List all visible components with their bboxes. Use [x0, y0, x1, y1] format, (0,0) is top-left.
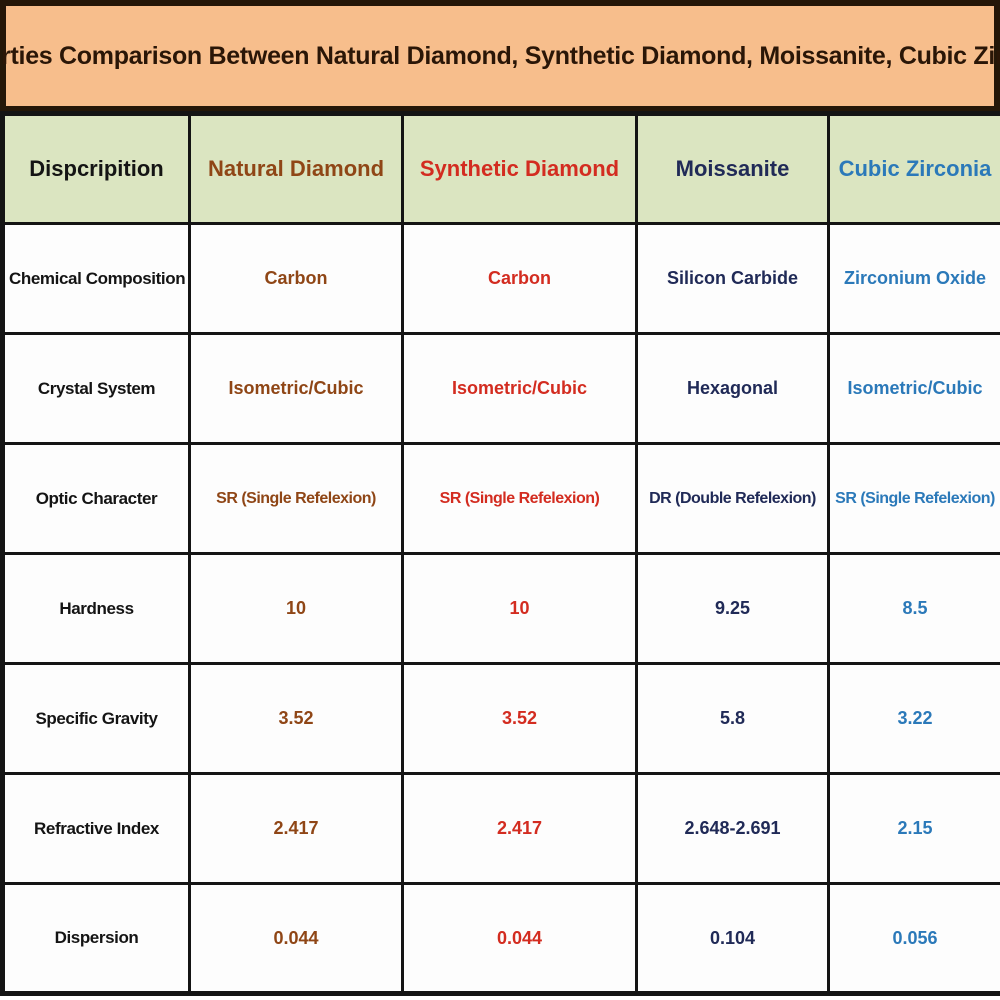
table-row-hardness: Hardness 10 10 9.25 8.5: [1, 552, 1000, 665]
value-cell: Isometric/Cubic: [188, 332, 404, 445]
value-cell: Carbon: [401, 222, 638, 335]
value-cell: 0.056: [827, 882, 1000, 995]
table-row-specific-gravity: Specific Gravity 3.52 3.52 5.8 3.22: [1, 662, 1000, 775]
value-cell: 0.104: [635, 882, 830, 995]
value-cell: 0.044: [188, 882, 404, 995]
value-cell: 2.417: [401, 772, 638, 885]
property-label-cell: Chemical Composition: [1, 222, 191, 335]
value-cell: Carbon: [188, 222, 404, 335]
properties-comparison-table: Dispcripition Natural Diamond Synthetic …: [0, 111, 1000, 996]
value-cell: 2.648-2.691: [635, 772, 830, 885]
value-cell: SR (Single Refelexion): [188, 442, 404, 555]
value-cell: Isometric/Cubic: [401, 332, 638, 445]
column-header-moissanite: Moissanite: [635, 112, 830, 225]
title-banner: Properties Comparison Between Natural Di…: [0, 0, 1000, 111]
property-label-cell: Crystal System: [1, 332, 191, 445]
value-cell: 10: [401, 552, 638, 665]
property-label-cell: Hardness: [1, 552, 191, 665]
header-row: Dispcripition Natural Diamond Synthetic …: [1, 112, 1000, 225]
value-cell: 2.15: [827, 772, 1000, 885]
value-cell: 0.044: [401, 882, 638, 995]
property-label-cell: Optic Character: [1, 442, 191, 555]
column-header-cubic-zirconia: Cubic Zirconia: [827, 112, 1000, 225]
value-cell: 3.52: [401, 662, 638, 775]
value-cell: SR (Single Refelexion): [401, 442, 638, 555]
value-cell: 9.25: [635, 552, 830, 665]
value-cell: 10: [188, 552, 404, 665]
table-row-dispersion: Dispersion 0.044 0.044 0.104 0.056: [1, 882, 1000, 995]
value-cell: 8.5: [827, 552, 1000, 665]
property-label-cell: Dispersion: [1, 882, 191, 995]
value-cell: Silicon Carbide: [635, 222, 830, 335]
column-header-synthetic-diamond: Synthetic Diamond: [401, 112, 638, 225]
value-cell: DR (Double Refelexion): [635, 442, 830, 555]
table-row-optic-character: Optic Character SR (Single Refelexion) S…: [1, 442, 1000, 555]
value-cell: Hexagonal: [635, 332, 830, 445]
value-cell: 2.417: [188, 772, 404, 885]
column-header-natural-diamond: Natural Diamond: [188, 112, 404, 225]
column-header-description: Dispcripition: [1, 112, 191, 225]
value-cell: Zirconium Oxide: [827, 222, 1000, 335]
value-cell: Isometric/Cubic: [827, 332, 1000, 445]
value-cell: 5.8: [635, 662, 830, 775]
table-row-crystal-system: Crystal System Isometric/Cubic Isometric…: [1, 332, 1000, 445]
value-cell: 3.22: [827, 662, 1000, 775]
property-label-cell: Refractive Index: [1, 772, 191, 885]
page-title: Properties Comparison Between Natural Di…: [0, 41, 1000, 70]
table-row-refractive-index: Refractive Index 2.417 2.417 2.648-2.691…: [1, 772, 1000, 885]
value-cell: SR (Single Refelexion): [827, 442, 1000, 555]
value-cell: 3.52: [188, 662, 404, 775]
table-row-chemical-composition: Chemical Composition Carbon Carbon Silic…: [1, 222, 1000, 335]
property-label-cell: Specific Gravity: [1, 662, 191, 775]
